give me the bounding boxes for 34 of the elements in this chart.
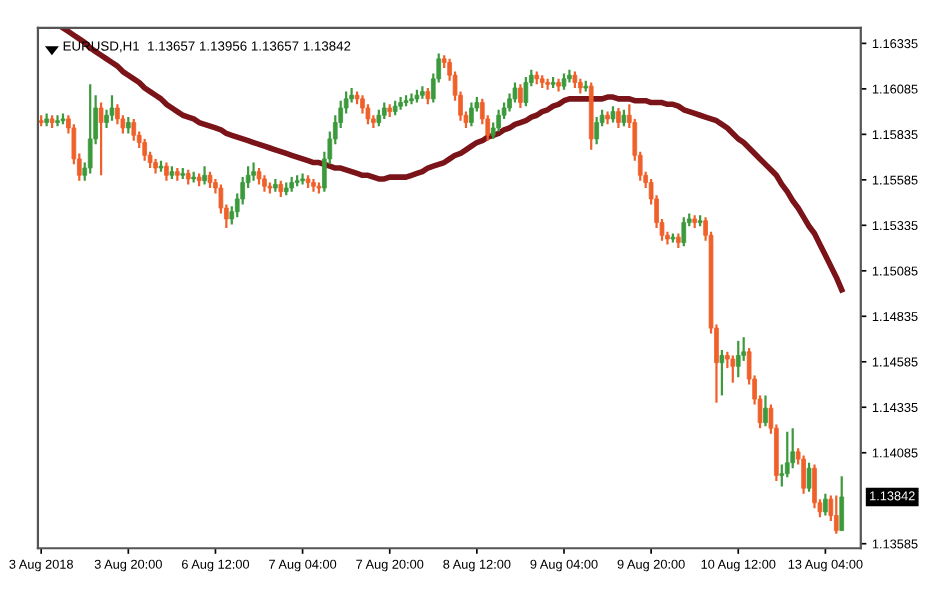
candlestick xyxy=(518,83,523,110)
candlestick xyxy=(784,430,790,479)
candlestick xyxy=(812,463,817,510)
candlestick xyxy=(87,83,93,175)
candlestick xyxy=(55,114,60,128)
candlestick xyxy=(409,92,414,106)
candlestick xyxy=(730,354,736,384)
candlestick xyxy=(839,475,845,532)
candlestick xyxy=(681,216,687,248)
candlestick xyxy=(251,161,256,182)
candlestick xyxy=(523,75,529,108)
candlestick xyxy=(790,427,796,470)
candlestick xyxy=(131,117,137,142)
candlestick xyxy=(594,115,599,146)
candlestick xyxy=(719,348,725,397)
candlestick xyxy=(735,339,741,379)
candlestick xyxy=(300,172,305,186)
candlestick xyxy=(115,103,120,126)
candlestick xyxy=(365,103,371,126)
candlestick xyxy=(109,94,115,122)
candlestick xyxy=(496,108,501,133)
candlestick xyxy=(98,101,104,177)
candlestick xyxy=(202,165,207,186)
candlestick xyxy=(164,161,169,182)
candlestick xyxy=(142,137,147,162)
candlestick xyxy=(801,454,806,495)
candlestick xyxy=(833,494,839,535)
candlestick xyxy=(823,492,828,517)
line-series xyxy=(60,27,845,293)
candlestick xyxy=(806,461,812,493)
candlestick xyxy=(616,106,621,130)
candlestick xyxy=(469,101,474,128)
candlestick xyxy=(512,81,518,104)
candlestick xyxy=(763,394,768,428)
